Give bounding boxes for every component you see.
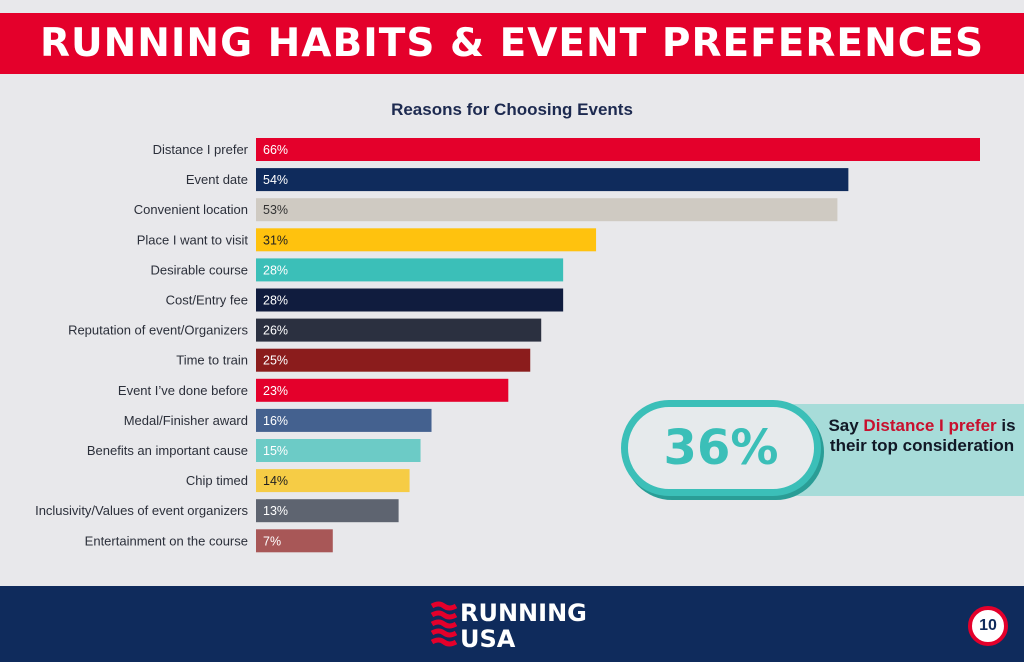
bar [256, 348, 531, 372]
bar-value-label: 66% [263, 143, 288, 157]
callout-highlight: Distance I prefer [863, 416, 997, 435]
bar-value-label: 25% [263, 354, 288, 368]
bar-value-label: 15% [263, 444, 288, 458]
bar-value-label: 28% [263, 294, 288, 308]
category-label: Convenient location [134, 202, 248, 217]
category-label: Benefits an important cause [87, 443, 248, 458]
bar [256, 439, 421, 462]
bar [256, 378, 509, 402]
callout-percent: 36% [663, 420, 779, 476]
callout-text-panel [790, 404, 1024, 496]
page-title: RUNNING HABITS & EVENT PREFERENCES [39, 21, 985, 66]
category-label: Cost/Entry fee [166, 293, 248, 308]
bar-value-label: 16% [263, 414, 288, 428]
bar [256, 469, 410, 493]
bar [256, 228, 597, 252]
bar [256, 168, 849, 192]
bar-value-label: 23% [263, 384, 288, 398]
page-header: RUNNING HABITS & EVENT PREFERENCES [0, 13, 1024, 74]
bar [256, 198, 838, 222]
category-label: Inclusivity/Values of event organizers [35, 503, 248, 518]
category-label: Desirable course [150, 262, 248, 277]
page-footer [0, 586, 1024, 662]
bar [256, 499, 399, 523]
category-label: Chip timed [186, 473, 248, 488]
bar-value-label: 31% [263, 233, 288, 247]
category-label: Event I’ve done before [118, 383, 248, 398]
bar-value-label: 28% [263, 263, 288, 277]
bar-value-label: 14% [263, 474, 288, 488]
bar-value-label: 13% [263, 504, 288, 518]
category-label: Entertainment on the course [85, 533, 248, 548]
bar-value-label: 26% [263, 324, 288, 338]
bar-chart: Distance I prefer 66% Event date 54% Conveni… [35, 138, 980, 553]
callout-text: Say Distance I prefer is their top consi… [822, 416, 1022, 456]
chart-title: Reasons for Choosing Events [391, 100, 633, 119]
bar [256, 288, 564, 312]
callout-percent-badge: 36% [621, 400, 821, 496]
category-label: Time to train [176, 353, 248, 368]
bar [256, 258, 564, 282]
bar [256, 138, 980, 161]
bar [256, 529, 333, 553]
running-usa-logo: RUNNING USA [430, 600, 600, 652]
category-label: Place I want to visit [137, 232, 249, 247]
logo-line-1: RUNNING [460, 599, 587, 627]
category-label: Medal/Finisher award [124, 413, 248, 428]
bar-value-label: 7% [263, 534, 281, 548]
bar [256, 408, 432, 432]
bar-value-label: 53% [263, 203, 288, 217]
logo-line-2: USA [460, 625, 516, 653]
category-label: Event date [186, 172, 248, 187]
callout-text-after: is their top consideration [829, 416, 1016, 455]
page-number: 10 [968, 606, 1008, 646]
category-label: Reputation of event/Organizers [68, 323, 248, 338]
bar-value-label: 54% [263, 173, 288, 187]
flag-stripes-icon [430, 601, 458, 647]
callout-text-before: Say [828, 416, 864, 435]
bar [256, 318, 542, 342]
category-label: Distance I prefer [153, 142, 249, 157]
